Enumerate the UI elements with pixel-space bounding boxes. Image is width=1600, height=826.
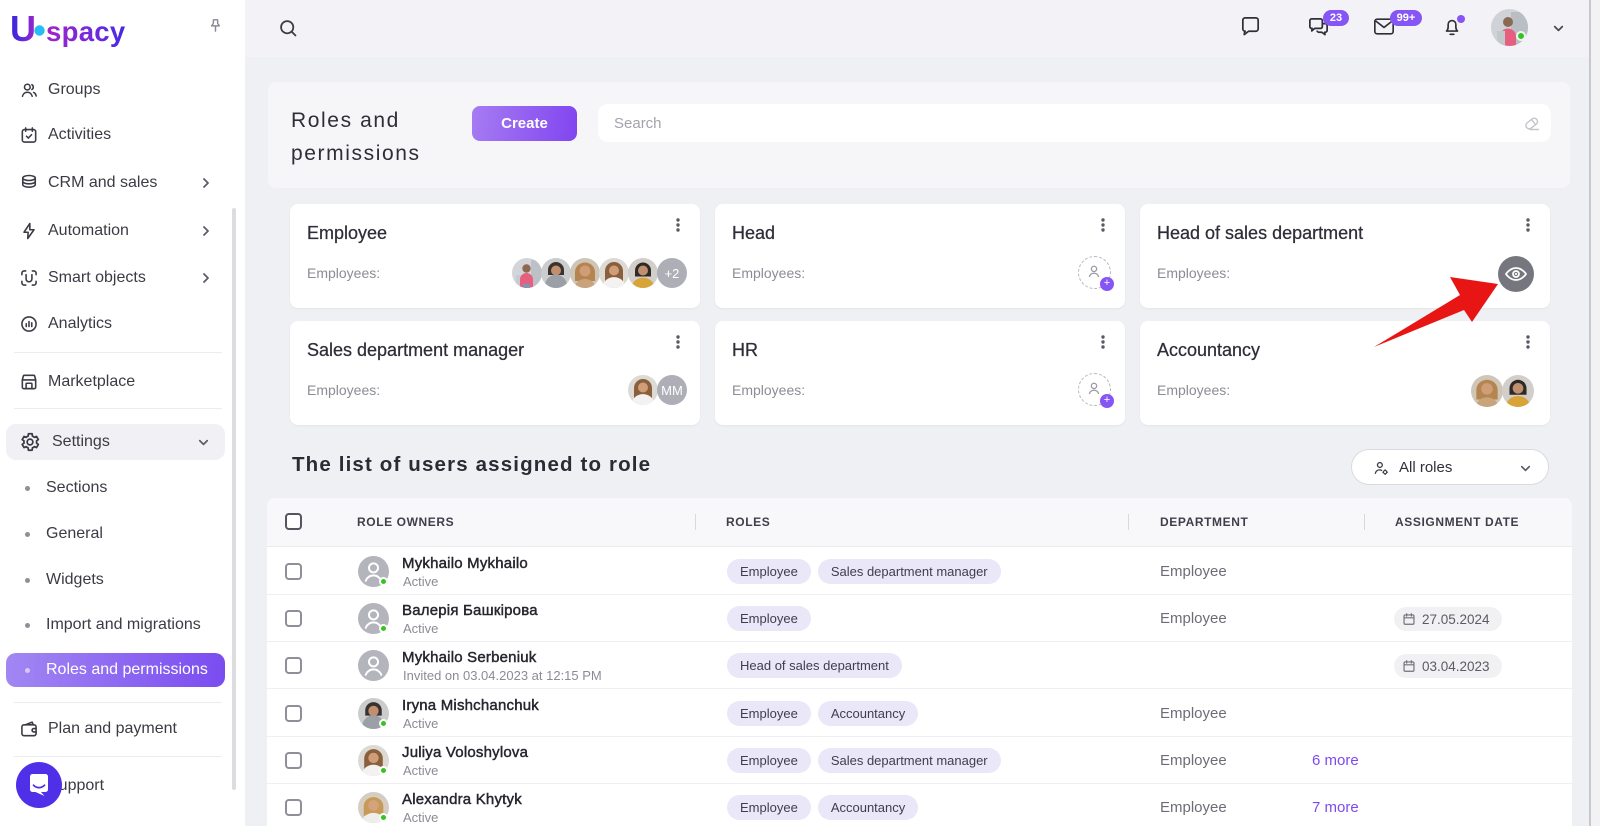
svg-text:U: U bbox=[12, 10, 36, 48]
svg-text:spacy: spacy bbox=[46, 16, 126, 47]
